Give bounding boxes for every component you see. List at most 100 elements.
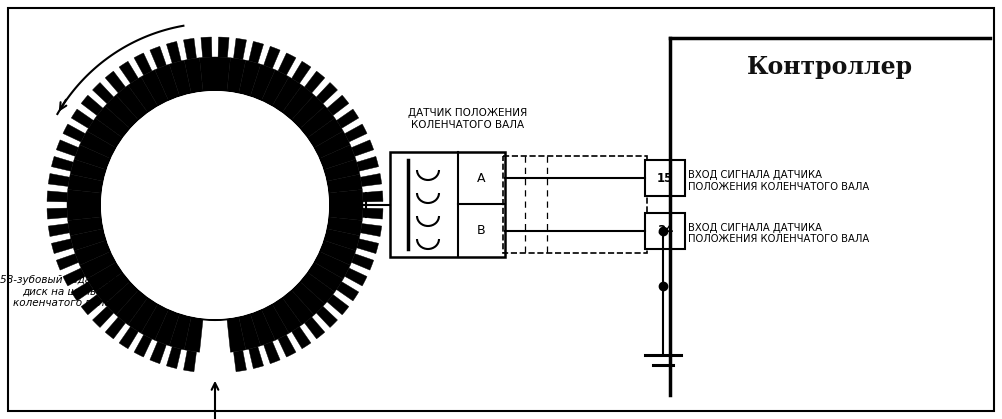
Wedge shape [63,268,85,286]
Wedge shape [116,290,147,325]
Wedge shape [184,58,203,93]
Wedge shape [352,140,374,156]
Wedge shape [218,37,229,57]
Wedge shape [238,60,261,96]
Text: ВХОД СИГНАЛА ДАТЧИКА
ПОЛОЖЕНИЯ КОЛЕНЧАТОГО ВАЛА: ВХОД СИГНАЛА ДАТЧИКА ПОЛОЖЕНИЯ КОЛЕНЧАТО… [688,170,870,192]
Wedge shape [119,326,138,349]
Wedge shape [264,341,281,364]
Wedge shape [71,282,93,301]
Wedge shape [63,124,85,142]
Wedge shape [134,335,152,357]
Wedge shape [330,189,363,205]
Wedge shape [154,310,179,346]
Text: ВХОД СИГНАЛА ДАТЧИКА
ПОЛОЖЕНИЯ КОЛЕНЧАТОГО ВАЛА: ВХОД СИГНАЛА ДАТЧИКА ПОЛОЖЕНИЯ КОЛЕНЧАТО… [688,223,870,244]
Wedge shape [292,61,311,83]
Bar [390,152,505,257]
Wedge shape [87,118,122,147]
Wedge shape [283,290,314,325]
Wedge shape [166,41,181,63]
Wedge shape [248,347,264,369]
Wedge shape [363,208,383,219]
Wedge shape [128,77,157,112]
Wedge shape [116,85,147,119]
Wedge shape [315,252,351,279]
Wedge shape [95,273,129,304]
Wedge shape [70,229,105,251]
Wedge shape [337,282,359,301]
Wedge shape [51,239,73,253]
Wedge shape [56,253,78,270]
Wedge shape [292,282,325,315]
Wedge shape [305,317,325,339]
Wedge shape [325,159,360,181]
Wedge shape [47,191,67,202]
Wedge shape [328,217,362,236]
Wedge shape [233,350,246,372]
Wedge shape [215,57,230,91]
Wedge shape [105,95,138,128]
Wedge shape [283,85,314,119]
Wedge shape [47,208,67,219]
Wedge shape [301,273,335,304]
Wedge shape [278,53,296,75]
Wedge shape [357,239,379,253]
Wedge shape [273,77,302,112]
Wedge shape [292,95,325,128]
Wedge shape [328,174,362,193]
Wedge shape [92,83,113,103]
Wedge shape [154,64,179,100]
Wedge shape [80,131,115,158]
Wedge shape [345,268,367,286]
Wedge shape [128,298,157,333]
Bar [645,213,685,249]
Wedge shape [199,57,215,91]
Wedge shape [327,95,349,116]
Wedge shape [81,95,103,116]
Bar [645,160,685,196]
Wedge shape [278,335,296,357]
Wedge shape [308,262,343,292]
Wedge shape [68,174,102,193]
Wedge shape [80,252,115,279]
Wedge shape [315,131,351,158]
Wedge shape [87,262,122,292]
Wedge shape [169,60,191,96]
Wedge shape [325,229,360,251]
Text: 15: 15 [657,172,673,185]
Wedge shape [357,156,379,171]
Wedge shape [183,350,196,372]
Wedge shape [67,205,100,220]
Wedge shape [81,295,103,315]
Wedge shape [345,124,367,142]
Wedge shape [250,310,276,346]
Wedge shape [262,70,289,106]
Wedge shape [70,159,105,181]
Text: A: A [477,172,486,185]
Wedge shape [301,106,335,137]
Wedge shape [305,71,325,93]
Wedge shape [273,298,302,333]
Wedge shape [150,341,166,364]
Wedge shape [361,224,382,236]
Circle shape [101,91,329,319]
Wedge shape [150,47,166,69]
Wedge shape [51,156,73,171]
Wedge shape [248,41,264,63]
Wedge shape [308,118,343,147]
Wedge shape [227,318,245,352]
Wedge shape [327,295,349,315]
Wedge shape [227,58,245,93]
Bar [503,156,647,253]
Wedge shape [320,241,356,265]
Wedge shape [92,306,113,328]
Text: ДАТЧИК ПОЛОЖЕНИЯ
КОЛЕНЧАТОГО ВАЛА: ДАТЧИК ПОЛОЖЕНИЯ КОЛЕНЧАТОГО ВАЛА [409,108,528,129]
Wedge shape [250,64,276,100]
Wedge shape [95,106,129,137]
Text: B: B [477,224,486,237]
Text: 58-зубовый задающий
диск на шкиве
коленчатого вала: 58-зубовый задающий диск на шкиве коленч… [0,275,123,308]
Wedge shape [68,217,102,236]
Wedge shape [141,305,168,340]
Wedge shape [119,61,138,83]
Wedge shape [317,306,338,328]
Text: Контроллер: Контроллер [746,55,913,79]
